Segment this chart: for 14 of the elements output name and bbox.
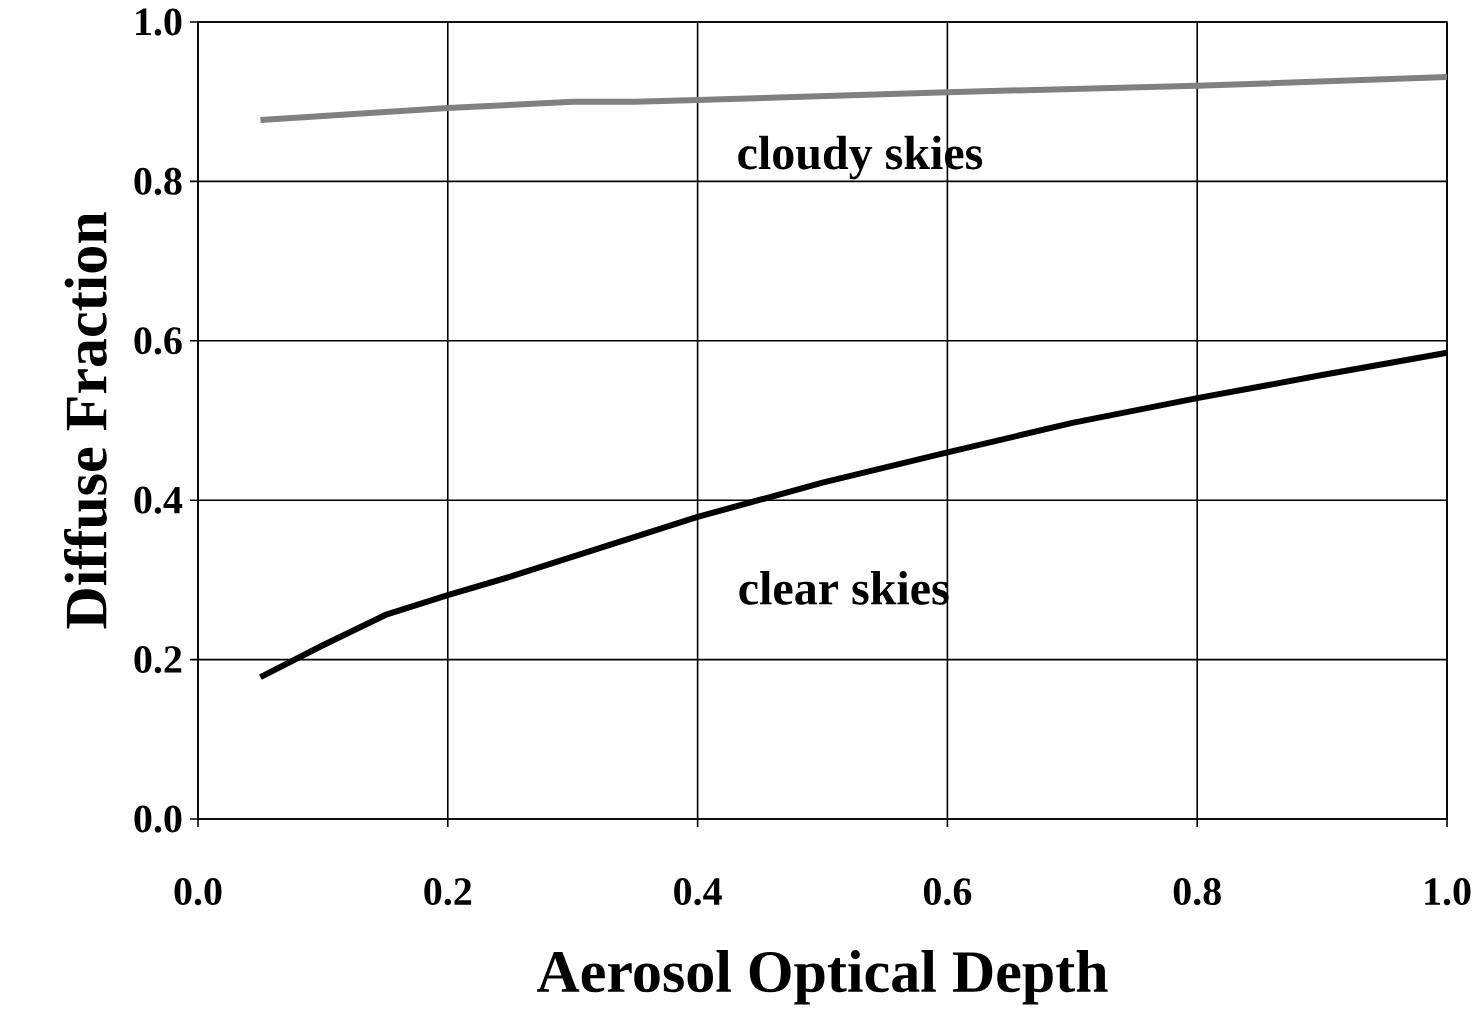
x-tick-label: 0.4 — [674, 878, 722, 906]
x-tick-label: 0.0 — [174, 878, 222, 906]
y-tick-label: 0.8 — [134, 167, 182, 195]
y-tick-label: 1.0 — [136, 8, 182, 36]
x-tick-label: 0.8 — [1173, 878, 1221, 906]
y-tick-label: 0.4 — [134, 486, 183, 514]
x-axis-title: Aerosol Optical Depth — [537, 950, 1108, 1005]
y-tick-label: 0.2 — [134, 646, 182, 674]
y-tick-label: 0.0 — [134, 805, 182, 833]
y-axis-title: Diffuse Fraction — [63, 212, 107, 629]
x-tick-label: 0.2 — [424, 878, 472, 906]
x-tick-label: 1.0 — [1425, 878, 1471, 906]
x-tick-label: 0.6 — [923, 878, 972, 906]
y-tick-label: 0.6 — [134, 327, 182, 355]
